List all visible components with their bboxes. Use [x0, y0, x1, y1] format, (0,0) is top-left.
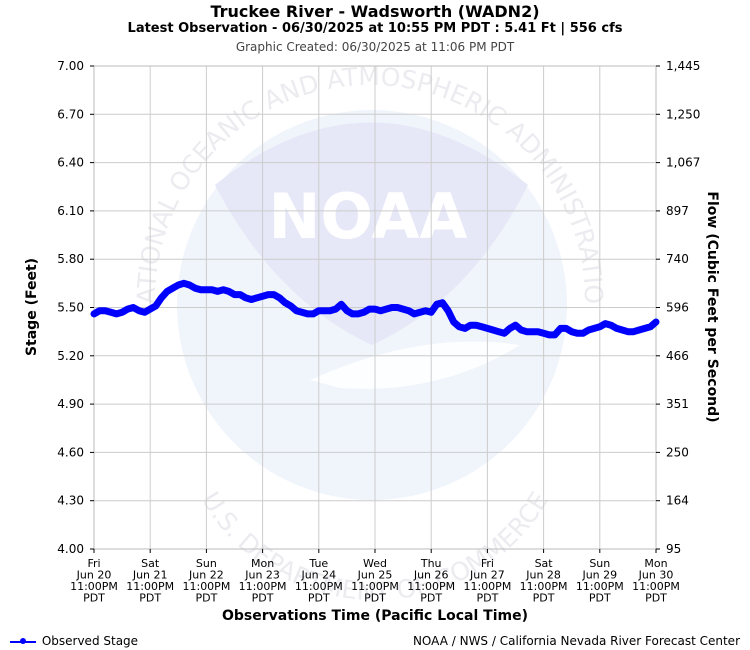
- x-tick-label: Sun Jun 22 11:00PM PDT: [182, 557, 230, 605]
- y-tick-label: 4.30: [57, 494, 84, 508]
- y-tick-label: 6.10: [57, 204, 84, 218]
- x-tick-label: Mon Jun 23 11:00PM PDT: [239, 557, 287, 605]
- legend-line-icon: [10, 637, 36, 644]
- y-tick-label: 6.70: [57, 107, 84, 121]
- y-tick-label: 4.00: [57, 542, 84, 556]
- x-tick-label: Fri Jun 27 11:00PM PDT: [463, 557, 511, 605]
- x-tick-label: Sat Jun 21 11:00PM PDT: [126, 557, 174, 605]
- y-axis-right-label: Flow (Cubic Feet per Second): [704, 191, 720, 422]
- legend-label: Observed Stage: [41, 634, 139, 648]
- y-right-tick-label: 897: [666, 204, 689, 218]
- y-tick-label: 6.40: [57, 156, 84, 170]
- x-tick-label: Wed Jun 25 11:00PM PDT: [351, 557, 399, 605]
- y-right-tick-label: 351: [666, 397, 689, 411]
- y-right-tick-label: 740: [666, 252, 689, 266]
- y-tick-label: 4.60: [57, 445, 84, 459]
- x-axis-label: Observations Time (Pacific Local Time): [222, 608, 528, 624]
- y-tick-label: 4.90: [57, 397, 84, 411]
- credit: NOAA / NWS / California Nevada River For…: [412, 634, 740, 648]
- y-tick-label: 5.80: [57, 252, 84, 266]
- y-tick-label: 5.20: [57, 349, 84, 363]
- y-tick-label: 5.50: [57, 301, 84, 315]
- x-tick-label: Tue Jun 24 11:00PM PDT: [295, 557, 343, 605]
- y-tick-label: 7.00: [57, 59, 84, 73]
- y-axis-right: 95 164 250 351 466 596 740 897 1,067 1,250 1,445: [656, 59, 700, 556]
- y-axis-label: Stage (Feet): [24, 258, 40, 356]
- watermark-bird: [215, 122, 528, 345]
- y-right-tick-label: 596: [666, 301, 689, 315]
- y-right-tick-label: 95: [666, 542, 681, 556]
- latest-observation: Latest Observation - 06/30/2025 at 10:55…: [127, 21, 623, 36]
- graphic-created: Graphic Created: 06/30/2025 at 11:06 PM …: [235, 40, 515, 54]
- legend: Observed Stage: [10, 634, 138, 648]
- y-right-tick-label: 250: [666, 445, 689, 459]
- y-right-tick-label: 1,067: [666, 156, 700, 170]
- watermark-logo-text: NOAA: [269, 180, 468, 253]
- y-right-tick-label: 466: [666, 349, 689, 363]
- x-tick-label: Sun Jun 29 11:00PM PDT: [576, 557, 624, 605]
- noaa-watermark: NOAA NATIONAL OCEANIC AND ATMOSPHERIC AD…: [0, 0, 608, 606]
- observed-stage-line: [90, 279, 660, 339]
- x-tick-label: Fri Jun 20 11:00PM PDT: [70, 557, 118, 605]
- series-group: [90, 279, 660, 339]
- x-tick-label: Mon Jun 30 11:00PM PDT: [632, 557, 680, 605]
- y-right-tick-label: 1,250: [666, 107, 700, 121]
- y-right-tick-label: 164: [666, 494, 689, 508]
- watermark-wave: [310, 341, 520, 389]
- y-right-tick-label: 1,445: [666, 59, 700, 73]
- x-tick-label: Sat Jun 28 11:00PM PDT: [520, 557, 568, 605]
- y-axis-left: 4.00 4.30 4.60 4.90 5.20 5.50 5.80 6.10 6.40 6.70…: [57, 59, 94, 556]
- chart-title: Truckee River - Wadsworth (WADN2): [210, 2, 540, 21]
- x-tick-label: Thu Jun 26 11:00PM PDT: [407, 557, 455, 605]
